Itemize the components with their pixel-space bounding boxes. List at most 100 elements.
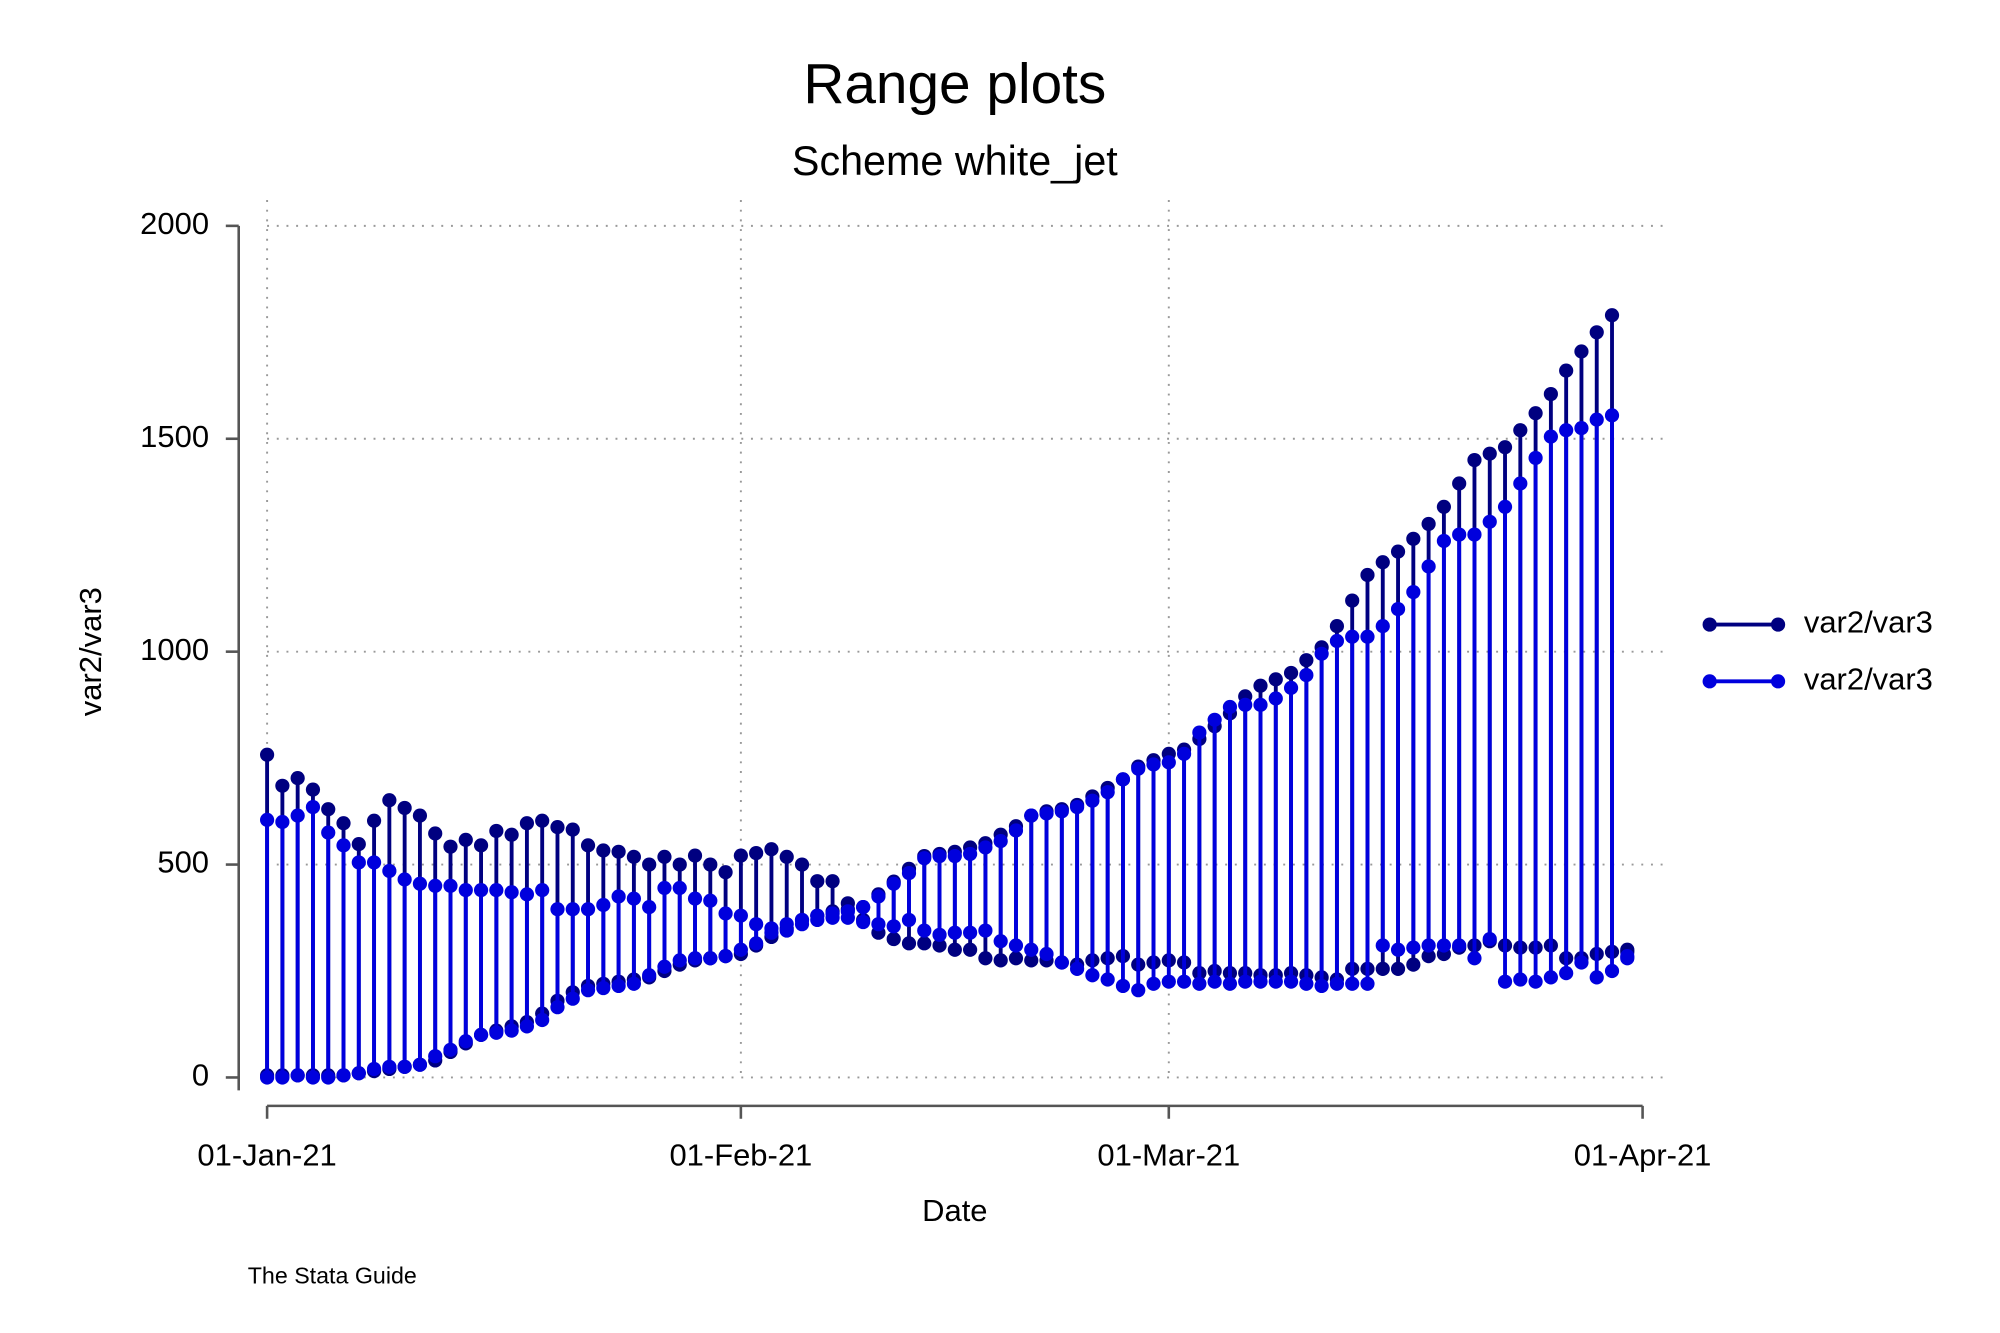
range-low-dot bbox=[1452, 938, 1467, 953]
range-high-dot bbox=[733, 848, 748, 863]
range-low-dot bbox=[1131, 983, 1146, 998]
range-low-dot bbox=[1360, 976, 1375, 991]
range-high-dot bbox=[1497, 440, 1513, 455]
range-low-dot bbox=[1024, 942, 1039, 957]
range-low-dot bbox=[1161, 974, 1176, 989]
range-low-dot bbox=[1482, 931, 1497, 947]
range-high-dot bbox=[825, 874, 840, 889]
range-high-dot bbox=[917, 851, 932, 866]
legend-label: var2/var3 bbox=[1804, 662, 1933, 697]
range-low-dot bbox=[1604, 963, 1620, 979]
range-low-dot bbox=[886, 919, 901, 934]
range-high-dot bbox=[519, 887, 535, 902]
range-high-dot bbox=[1314, 646, 1329, 661]
range-low-dot bbox=[1192, 976, 1207, 991]
range-low-dot bbox=[1421, 949, 1436, 964]
range-low-dot bbox=[260, 1070, 275, 1085]
range-high-dot bbox=[1528, 450, 1543, 466]
range-high-dot bbox=[825, 906, 840, 921]
range-low-dot bbox=[978, 951, 993, 966]
range-high-dot bbox=[1268, 672, 1283, 687]
range-high-dot bbox=[657, 849, 672, 864]
range-high-dot bbox=[1467, 527, 1482, 542]
range-high-dot bbox=[687, 848, 703, 863]
range-high-dot bbox=[749, 917, 764, 932]
range-high-dot bbox=[580, 902, 596, 917]
range-high-dot bbox=[382, 863, 397, 879]
x-tick-label: 01-Mar-21 bbox=[1097, 1138, 1240, 1173]
range-low-dot bbox=[1008, 951, 1024, 966]
range-high-dot bbox=[1513, 476, 1528, 491]
legend-dot bbox=[1702, 617, 1717, 632]
range-high-dot bbox=[1299, 667, 1314, 683]
range-high-dot bbox=[718, 865, 733, 880]
range-high-dot bbox=[1100, 785, 1115, 800]
range-high-dot bbox=[1345, 629, 1360, 644]
range-low-dot bbox=[749, 936, 764, 951]
range-high-dot bbox=[535, 883, 550, 898]
range-low-dot bbox=[1436, 938, 1451, 953]
range-low-dot bbox=[947, 942, 962, 957]
range-low-dot bbox=[733, 942, 748, 957]
range-high-dot bbox=[1620, 949, 1635, 964]
range-low-dot bbox=[336, 1068, 351, 1083]
range-high-dot bbox=[611, 889, 626, 904]
range-high-dot bbox=[1467, 452, 1482, 468]
range-high-dot bbox=[687, 891, 703, 906]
range-low-dot bbox=[1070, 961, 1085, 976]
range-low-dot bbox=[1497, 974, 1513, 989]
range-high-dot bbox=[1421, 516, 1436, 532]
range-low-dot bbox=[321, 1070, 336, 1085]
range-high-dot bbox=[871, 889, 886, 904]
range-low-dot bbox=[1283, 974, 1299, 989]
range-high-dot bbox=[1176, 746, 1192, 761]
y-tick-label: 0 bbox=[192, 1058, 209, 1093]
range-low-dot bbox=[1543, 970, 1558, 985]
range-high-dot bbox=[260, 747, 275, 762]
range-low-dot bbox=[703, 951, 718, 966]
range-low-dot bbox=[1589, 970, 1604, 985]
range-high-dot bbox=[397, 800, 412, 816]
range-high-dot bbox=[550, 902, 565, 917]
range-low-dot bbox=[1085, 968, 1100, 983]
range-low-dot bbox=[535, 1012, 550, 1028]
range-low-dot bbox=[351, 1066, 366, 1081]
range-high-dot bbox=[703, 857, 718, 872]
range-high-dot bbox=[1024, 808, 1039, 823]
range-low-dot bbox=[657, 959, 672, 974]
range-high-dot bbox=[428, 878, 443, 893]
range-low-dot bbox=[412, 1057, 428, 1072]
range-high-dot bbox=[565, 902, 580, 917]
range-low-dot bbox=[978, 923, 993, 938]
y-tick-label: 2000 bbox=[140, 206, 209, 241]
range-high-dot bbox=[1406, 584, 1421, 600]
range-low-dot bbox=[1299, 976, 1314, 991]
range-low-dot bbox=[519, 1019, 535, 1034]
range-low-dot bbox=[932, 927, 947, 942]
x-tick-label: 01-Feb-21 bbox=[669, 1138, 812, 1173]
x-axis-label: Date bbox=[922, 1193, 987, 1228]
range-high-dot bbox=[1559, 423, 1574, 438]
range-low-dot bbox=[718, 949, 733, 964]
range-low-dot bbox=[901, 912, 917, 928]
chart-subtitle: Scheme white_jet bbox=[792, 138, 1118, 184]
range-high-dot bbox=[1360, 629, 1375, 644]
range-low-dot bbox=[1039, 946, 1054, 962]
range-low-dot bbox=[1238, 974, 1253, 989]
range-high-dot bbox=[733, 908, 748, 923]
range-high-dot bbox=[458, 883, 473, 898]
range-high-dot bbox=[1375, 555, 1390, 570]
range-high-dot bbox=[1604, 408, 1620, 423]
range-high-dot bbox=[596, 843, 611, 858]
range-low-dot bbox=[1054, 955, 1069, 970]
range-high-dot bbox=[1360, 567, 1375, 583]
range-low-dot bbox=[1100, 972, 1115, 987]
range-high-dot bbox=[1283, 665, 1299, 681]
range-high-dot bbox=[810, 908, 825, 923]
range-low-dot bbox=[1024, 953, 1039, 968]
range-low-dot bbox=[550, 1000, 565, 1015]
legend-dot bbox=[1702, 674, 1717, 689]
range-high-dot bbox=[1574, 344, 1589, 359]
range-low-dot bbox=[1406, 940, 1421, 955]
